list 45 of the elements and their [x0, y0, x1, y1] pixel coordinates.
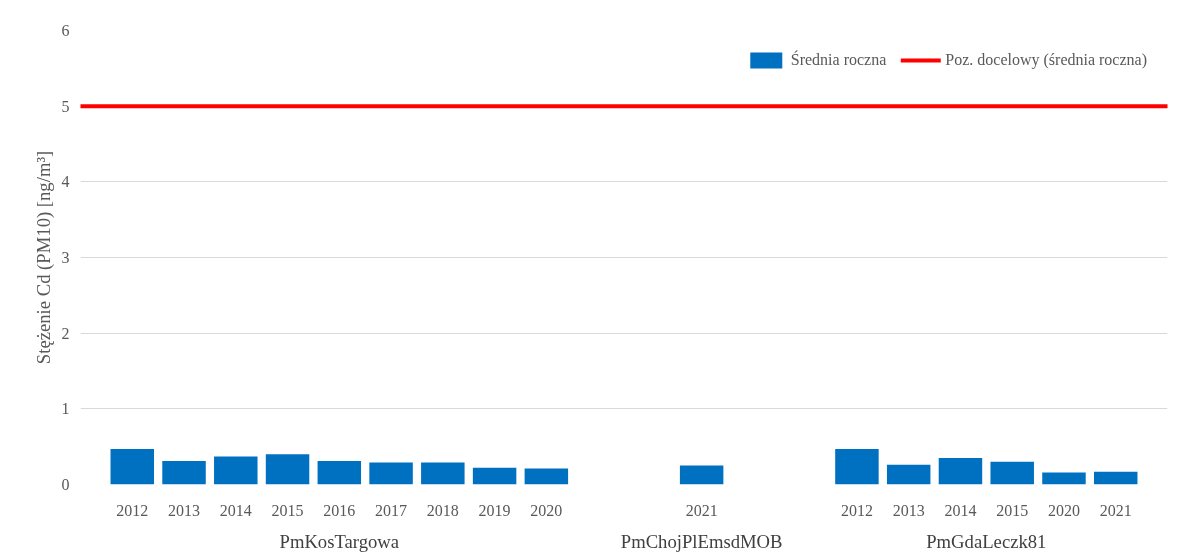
- y-tick-label: 1: [61, 400, 70, 418]
- text: PmKosTargowa: [279, 530, 400, 552]
- x-tick-label: 2020: [1047, 501, 1080, 519]
- y-tick-label: 0: [61, 476, 70, 493]
- x-tick-label: 2012: [116, 501, 149, 519]
- bar: [835, 448, 879, 485]
- bar: [317, 461, 362, 485]
- x-tick-label: 2013: [168, 501, 201, 519]
- y-axis-title: Stężenie Cd (PM10) [ng/m³]: [32, 150, 55, 365]
- bar: [110, 448, 154, 485]
- x-tick-label: 2016: [323, 501, 356, 519]
- bar: [938, 458, 983, 485]
- x-tick-label: 2013: [892, 501, 925, 519]
- bar: [1042, 472, 1086, 485]
- bar: [369, 462, 413, 485]
- y-tick-label: 6: [61, 22, 70, 39]
- bar: [162, 461, 206, 485]
- x-tick-label: 2021: [685, 501, 718, 519]
- x-tick-label: 2014: [944, 501, 977, 519]
- bar: [265, 454, 310, 485]
- legend-label: Średnia roczna: [790, 51, 887, 69]
- y-tick-label: 2: [61, 324, 70, 342]
- bar: [524, 468, 569, 485]
- x-tick-label: 2015: [271, 501, 304, 519]
- bar: [214, 456, 258, 485]
- x-tick-label: 2018: [426, 501, 459, 519]
- bar: [472, 467, 517, 485]
- x-tick-label: 2015: [996, 501, 1029, 519]
- x-tick-label: 2017: [375, 501, 408, 519]
- x-tick-label: 2020: [530, 501, 563, 519]
- y-tick-label: 4: [61, 173, 70, 191]
- bar: [1094, 471, 1138, 485]
- bar: [886, 464, 931, 485]
- bar: [421, 462, 465, 485]
- legend-label: Poz. docelowy (średnia roczna): [945, 51, 1147, 69]
- y-tick-label: 3: [61, 249, 70, 266]
- y-tick-label: 5: [61, 97, 70, 115]
- x-tick-label: 2012: [840, 501, 873, 519]
- bar: [990, 461, 1034, 485]
- x-tick-label: 2021: [1099, 501, 1132, 519]
- bar: [679, 465, 724, 485]
- x-tick-label: 2014: [219, 501, 252, 519]
- text: PmGdaLeczk81: [926, 530, 1047, 552]
- x-tick-label: 2019: [478, 501, 511, 519]
- text: PmChojPlEmsdMOB: [620, 530, 783, 552]
